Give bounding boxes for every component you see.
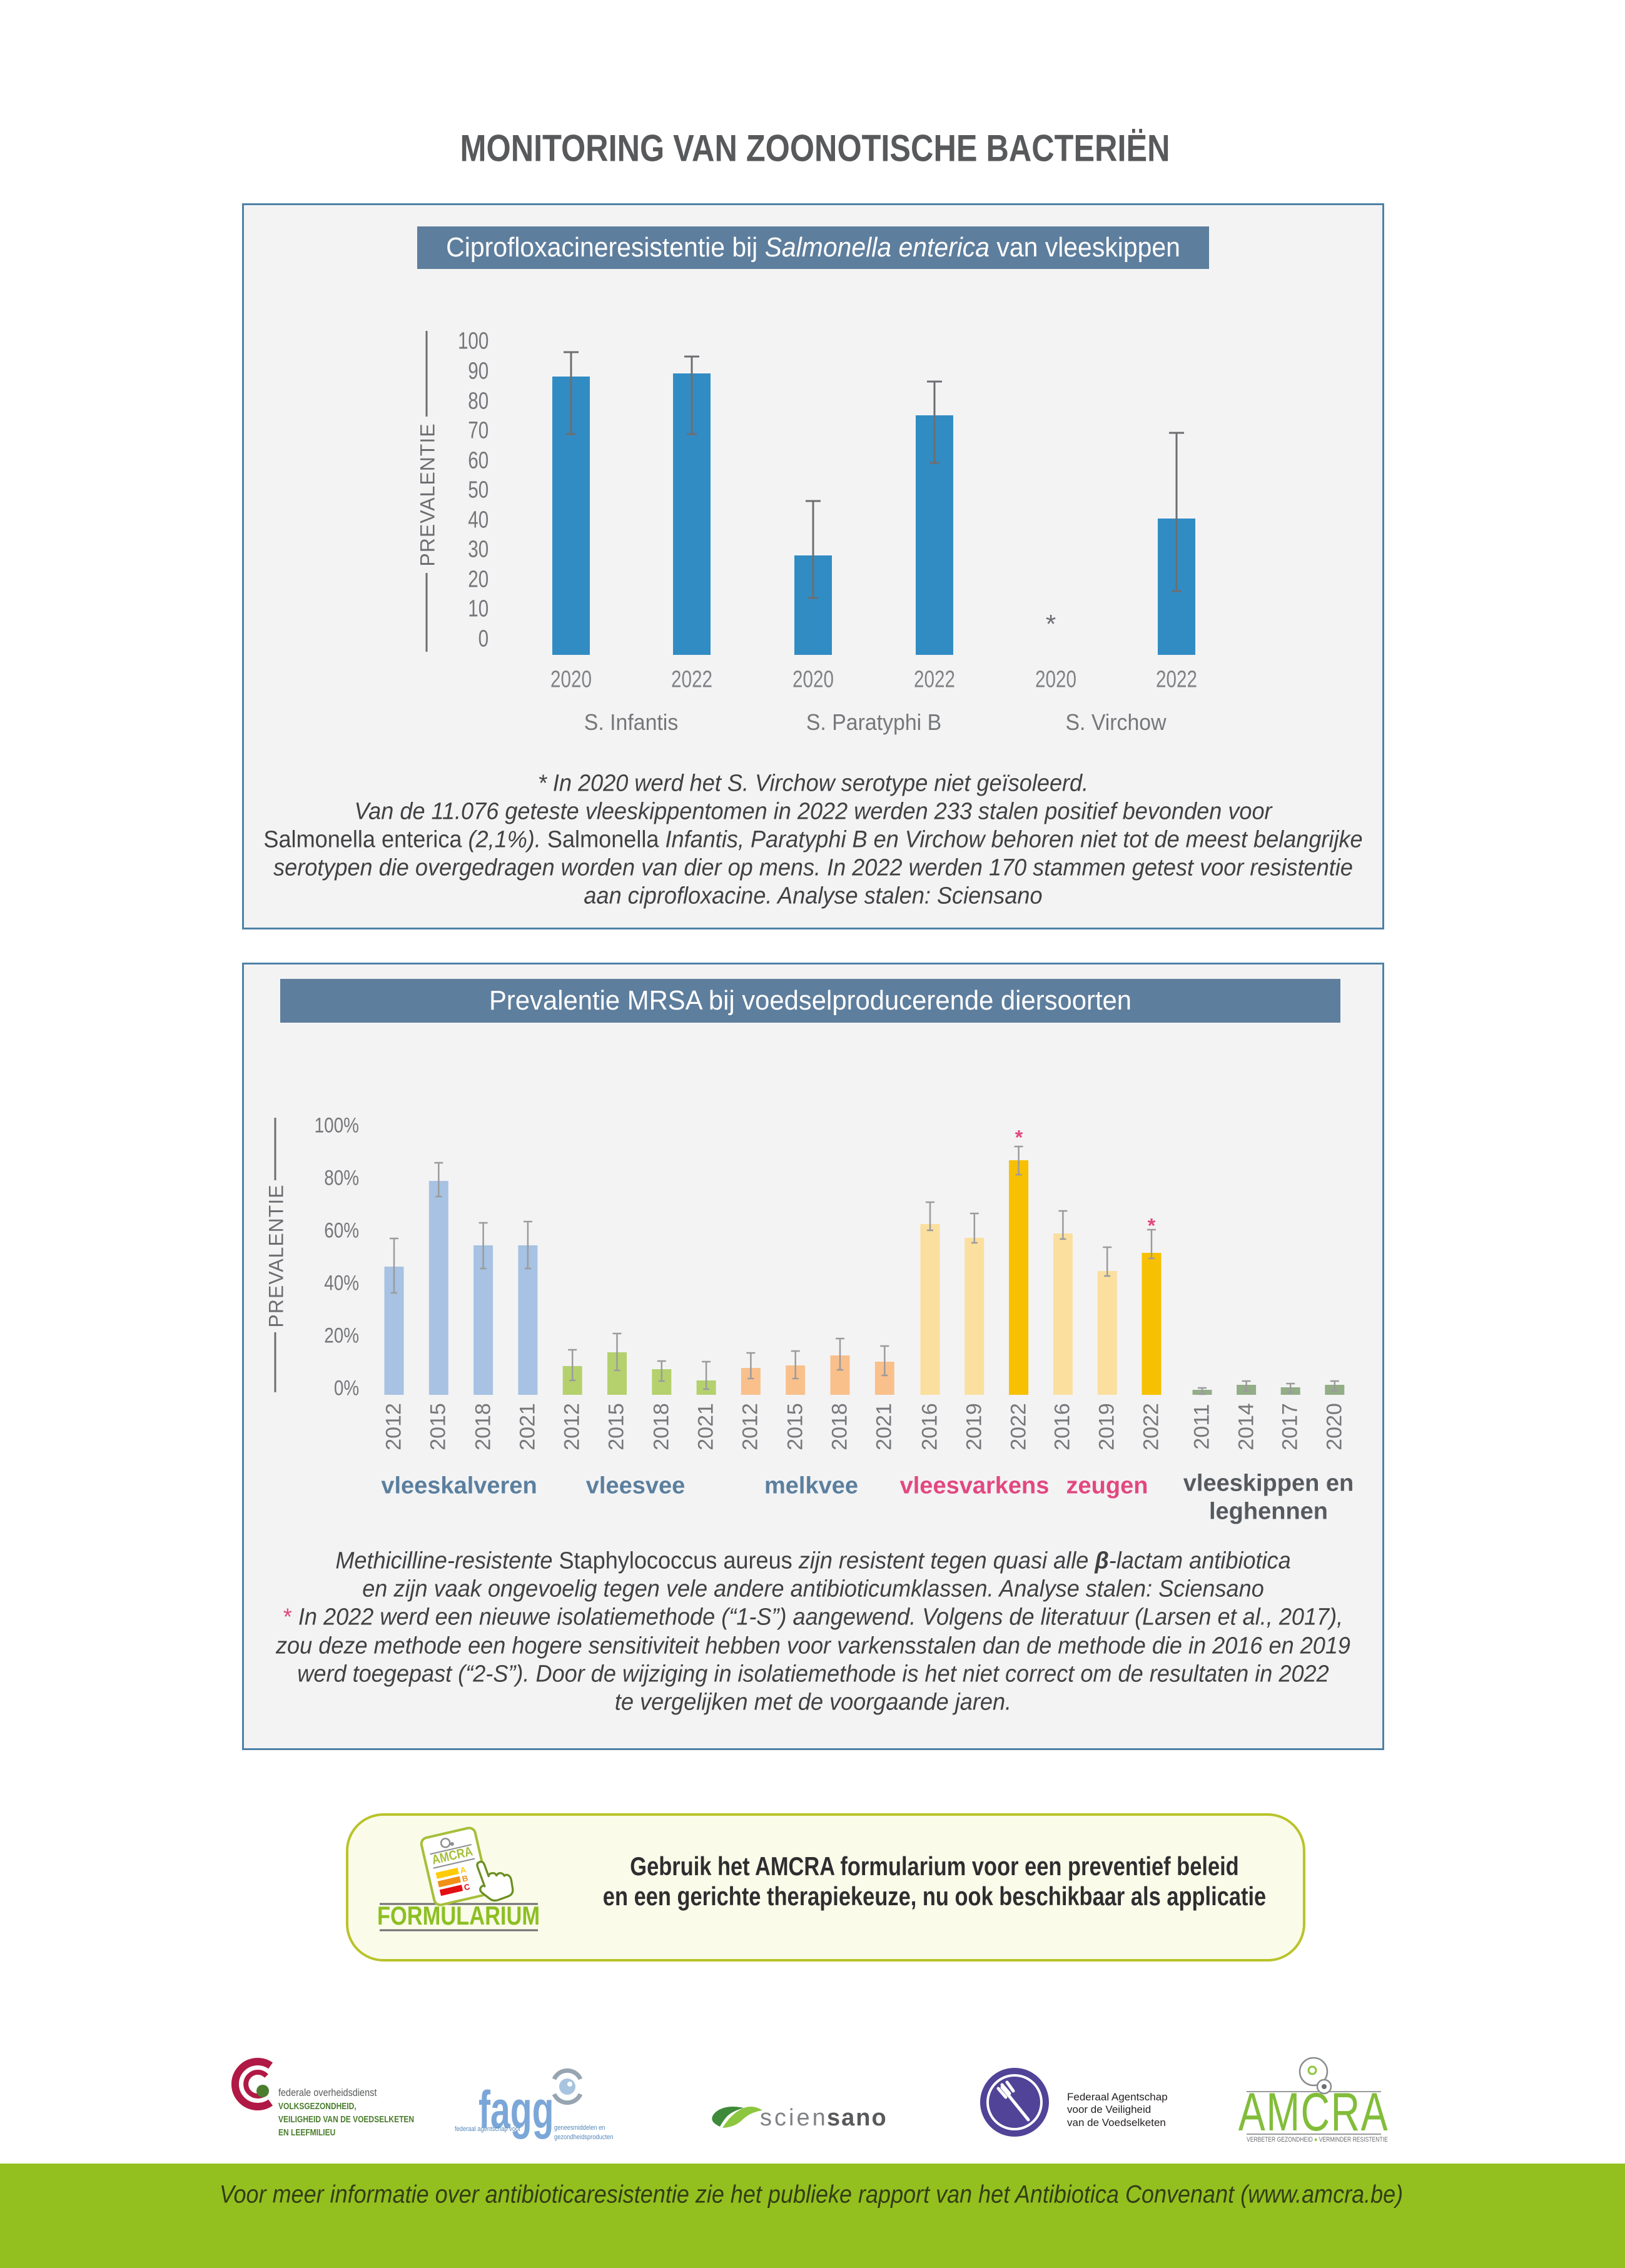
- svg-text:sano: sano: [827, 2105, 888, 2131]
- svg-text:voor de Veiligheid: voor de Veiligheid: [1067, 2103, 1151, 2115]
- svg-text:AMCRA: AMCRA: [1238, 2082, 1389, 2142]
- svg-text:fagg: fagg: [478, 2081, 554, 2140]
- svg-text:EN LEEFMILIEU: EN LEEFMILIEU: [278, 2127, 335, 2138]
- svg-text:geneesmiddelen en: geneesmiddelen en: [554, 2124, 605, 2132]
- svg-text:federaal agentschap voor: federaal agentschap voor: [455, 2125, 521, 2133]
- svg-text:FORMULARIUM: FORMULARIUM: [377, 1901, 540, 1931]
- svg-text:Federaal Agentschap: Federaal Agentschap: [1067, 2091, 1168, 2103]
- svg-text:C: C: [463, 1881, 471, 1892]
- svg-text:VOLKSGEZONDHEID,: VOLKSGEZONDHEID,: [278, 2101, 357, 2112]
- svg-text:gezondheidsproducten: gezondheidsproducten: [554, 2134, 613, 2141]
- svg-text:van de Voedselketen: van de Voedselketen: [1067, 2117, 1166, 2129]
- svg-text:scien: scien: [760, 2105, 828, 2131]
- svg-text:federale overheidsdienst: federale overheidsdienst: [278, 2087, 377, 2098]
- svg-text:A: A: [459, 1865, 467, 1875]
- svg-text:VEILIGHEID VAN DE VOEDSELKETEN: VEILIGHEID VAN DE VOEDSELKETEN: [278, 2114, 414, 2125]
- svg-text:VERBETER GEZONDHEID ● VERMINDE: VERBETER GEZONDHEID ● VERMINDER RESISTEN…: [1247, 2136, 1388, 2144]
- svg-text:B: B: [461, 1873, 469, 1884]
